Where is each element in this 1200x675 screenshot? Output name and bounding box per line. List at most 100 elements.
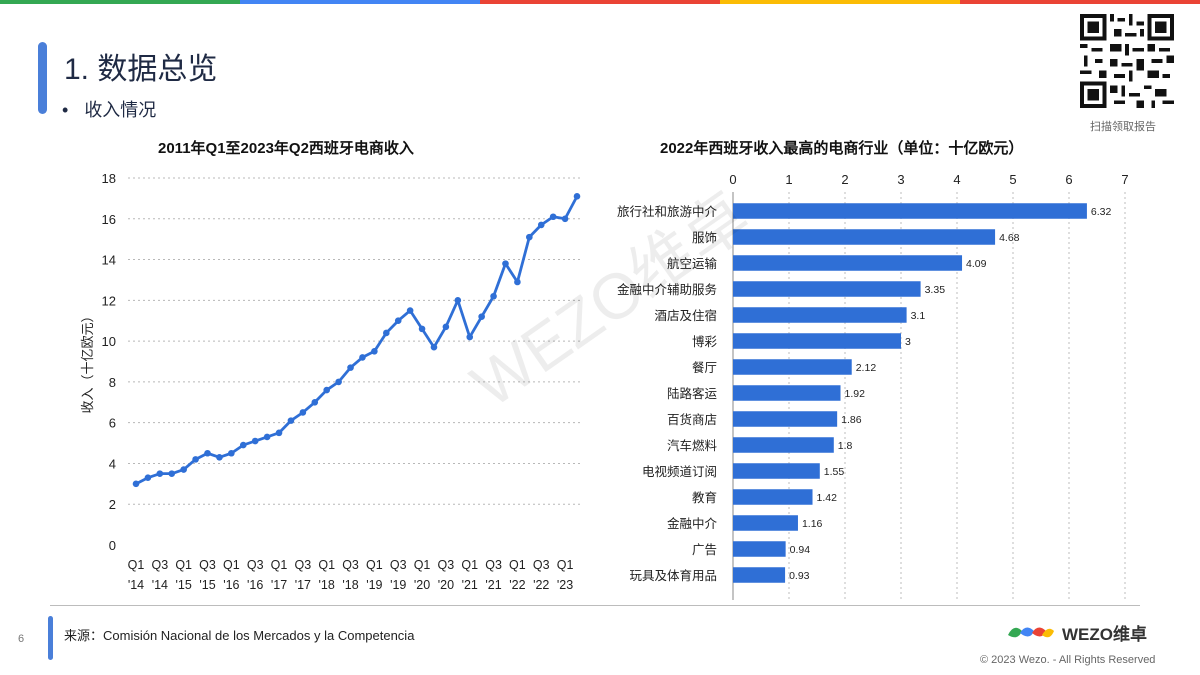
bar-category-label: 陆路客运 <box>667 386 718 401</box>
line-x-tick-quarter: Q3 <box>247 558 264 572</box>
line-x-tick-year: '19 <box>366 578 382 592</box>
bar-x-tick-label: 4 <box>953 172 960 187</box>
line-data-point <box>573 193 581 200</box>
bar-x-tick-label: 7 <box>1121 172 1128 187</box>
bar-category-label: 服饰 <box>692 231 717 245</box>
bullet: • <box>62 100 69 120</box>
section-subtitle: • 收入情况 <box>62 96 156 122</box>
bar-value-label: 0.93 <box>789 570 810 582</box>
wezo-logo-icon <box>1008 626 1054 637</box>
line-x-tick-quarter: Q1 <box>366 558 383 572</box>
line-data-point <box>156 470 164 477</box>
line-x-tick-year: '15 <box>199 578 215 592</box>
bar-rect <box>733 333 901 349</box>
bar-x-tick-label: 3 <box>897 172 904 187</box>
line-data-point <box>537 221 545 229</box>
bar-value-label: 2.12 <box>856 362 877 374</box>
line-x-tick-year: '21 <box>462 578 478 592</box>
line-x-tick-quarter: Q3 <box>438 558 455 572</box>
line-x-tick-quarter: Q3 <box>199 558 216 572</box>
line-data-point <box>382 329 390 337</box>
line-x-tick-quarter: Q3 <box>485 558 502 572</box>
line-data-point <box>359 354 366 361</box>
line-data-point <box>299 409 307 416</box>
line-data-point <box>418 325 426 333</box>
bar-category-label: 金融中介辅助服务 <box>617 282 717 297</box>
copyright: © 2023 Wezo. - All Rights Reserved <box>980 654 1156 666</box>
bar-rect <box>733 515 798 531</box>
line-y-tick-label: 0 <box>109 538 116 553</box>
line-x-tick-quarter: Q1 <box>318 558 335 572</box>
bar-rect <box>733 229 996 245</box>
bar-category-label: 教育 <box>692 490 717 505</box>
bar-rect <box>733 281 921 297</box>
top-bar-red <box>480 0 720 4</box>
line-x-tick-year: '17 <box>295 578 311 592</box>
top-bar-green <box>0 0 240 4</box>
line-data-point <box>216 454 223 461</box>
line-y-axis-label: 收入（十亿欧元） <box>80 309 95 413</box>
line-x-tick-quarter: Q1 <box>223 558 240 572</box>
title-accent-bar <box>38 42 47 114</box>
bar-value-label: 3.35 <box>925 284 946 296</box>
page-title: 1. 数据总览 <box>64 53 218 86</box>
bar-rect <box>733 489 813 505</box>
bar-value-label: 1.16 <box>802 518 823 530</box>
line-x-tick-year: '14 <box>152 578 168 592</box>
line-data-point <box>228 449 235 457</box>
line-data-point <box>394 317 402 325</box>
line-x-tick-quarter: Q3 <box>390 558 407 572</box>
line-x-tick-quarter: Q1 <box>461 558 478 572</box>
bar-value-label: 0.94 <box>790 544 811 556</box>
line-data-point <box>251 437 259 445</box>
line-data-point <box>347 364 354 371</box>
bar-value-label: 1.8 <box>838 440 853 452</box>
line-y-tick-label: 10 <box>102 334 116 349</box>
bar-category-label: 酒店及住宿 <box>654 308 717 323</box>
line-y-tick-label: 8 <box>109 375 116 390</box>
line-y-tick-label: 2 <box>109 497 116 512</box>
top-color-bar <box>0 0 1200 4</box>
bar-value-label: 4.68 <box>999 232 1020 244</box>
brand-logo[interactable]: WEZO维卓 <box>1006 620 1147 645</box>
line-data-point <box>442 323 450 331</box>
line-data-point <box>502 260 509 267</box>
top-bar-red-2 <box>960 0 1200 4</box>
line-data-point <box>323 386 331 394</box>
line-x-tick-quarter: Q3 <box>151 558 168 572</box>
bar-rect <box>733 255 963 271</box>
line-x-tick-quarter: Q1 <box>557 558 574 572</box>
logo-text: WEZO维卓 <box>1062 625 1147 644</box>
line-data-point <box>204 449 211 457</box>
line-data-point <box>371 348 378 355</box>
line-data-point <box>561 215 569 223</box>
line-x-tick-year: '23 <box>557 578 573 592</box>
bar-value-label: 1.86 <box>841 414 862 426</box>
line-data-point <box>466 333 474 341</box>
line-data-point <box>168 470 176 477</box>
line-x-tick-quarter: Q1 <box>128 558 145 572</box>
line-x-tick-year: '18 <box>342 578 358 592</box>
subtitle-text: 收入情况 <box>84 100 157 120</box>
line-x-tick-year: '15 <box>176 578 192 592</box>
page-number: 6 <box>18 633 25 645</box>
line-data-point <box>275 429 283 437</box>
line-x-tick-year: '19 <box>390 578 406 592</box>
bar-rect <box>733 411 838 427</box>
line-x-tick-year: '21 <box>485 578 501 592</box>
bar-rect <box>733 203 1087 219</box>
bar-value-label: 3 <box>905 336 911 348</box>
bar-category-label: 餐厅 <box>692 360 717 375</box>
line-data-point <box>192 456 199 463</box>
line-data-point <box>239 441 247 449</box>
bar-x-tick-label: 2 <box>841 172 848 187</box>
line-data-point <box>430 343 438 351</box>
line-y-tick-label: 16 <box>102 212 116 227</box>
bar-x-tick-label: 1 <box>785 172 792 187</box>
line-data-point <box>454 297 462 304</box>
qr-code-icon[interactable] <box>1080 14 1174 108</box>
top-bar-blue <box>240 0 480 4</box>
line-x-tick-year: '22 <box>533 578 549 592</box>
line-x-tick-quarter: Q3 <box>295 558 312 572</box>
